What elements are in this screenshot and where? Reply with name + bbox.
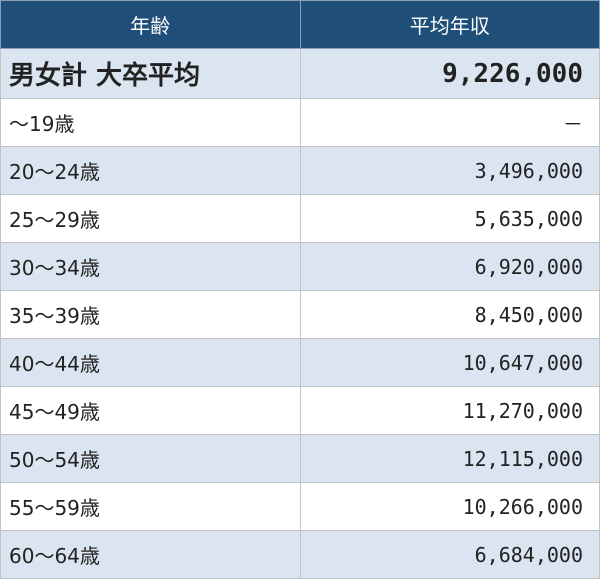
age-cell: 55～59歳 <box>0 482 301 531</box>
summary-value: 9,226,000 <box>299 48 600 99</box>
summary-row: 男女計 大卒平均 9,226,000 <box>0 48 600 99</box>
summary-label: 男女計 大卒平均 <box>0 48 301 99</box>
income-cell: 10,647,000 <box>299 338 600 387</box>
age-cell: 35～39歳 <box>0 290 301 339</box>
column-header: 年齢 <box>0 0 301 49</box>
table-row: ～19歳－ <box>0 98 600 147</box>
age-cell: 50～54歳 <box>0 434 301 483</box>
table-row: 20～24歳 3,496,000 <box>0 146 600 195</box>
age-cell: 40～44歳 <box>0 338 301 387</box>
table-row: 30～34歳 6,920,000 <box>0 242 600 291</box>
column-header: 平均年収 <box>299 0 600 49</box>
age-cell: 60～64歳 <box>0 530 301 579</box>
table-row: 35～39歳 8,450,000 <box>0 290 600 339</box>
income-cell: 8,450,000 <box>299 290 600 339</box>
header-row: 年齢 平均年収 <box>0 0 600 49</box>
table-body: 男女計 大卒平均 9,226,000 ～19歳－ 20～24歳 3,496,000 2… <box>0 48 600 579</box>
income-cell: 10,266,000 <box>299 482 600 531</box>
table-row: 55～59歳 10,266,000 <box>0 482 600 531</box>
age-cell: 20～24歳 <box>0 146 301 195</box>
age-cell: ～19歳 <box>0 98 301 147</box>
income-cell: － <box>299 98 600 147</box>
table-row: 40～44歳 10,647,000 <box>0 338 600 387</box>
income-cell: 5,635,000 <box>299 194 600 243</box>
table-row: 60～64歳 6,684,000 <box>0 530 600 579</box>
age-cell: 45～49歳 <box>0 386 301 435</box>
income-cell: 6,684,000 <box>299 530 600 579</box>
age-cell: 25～29歳 <box>0 194 301 243</box>
income-cell: 6,920,000 <box>299 242 600 291</box>
table-row: 50～54歳 12,115,000 <box>0 434 600 483</box>
age-cell: 30～34歳 <box>0 242 301 291</box>
income-cell: 12,115,000 <box>299 434 600 483</box>
table-row: 25～29歳 5,635,000 <box>0 194 600 243</box>
income-cell: 3,496,000 <box>299 146 600 195</box>
table-row: 45～49歳 11,270,000 <box>0 386 600 435</box>
income-cell: 11,270,000 <box>299 386 600 435</box>
